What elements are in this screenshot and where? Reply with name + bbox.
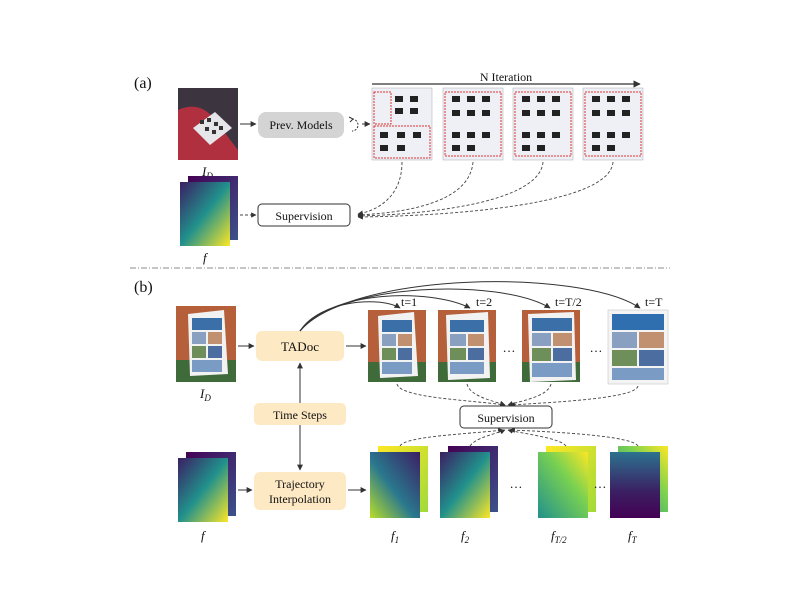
- flow-label-fT: fT: [628, 528, 638, 545]
- iteration-thumb-4: [582, 87, 644, 161]
- supervision-links-a: [357, 161, 614, 220]
- flow-label-b: f: [201, 528, 207, 543]
- timestep-output-4: [607, 309, 669, 385]
- ellipsis-flow-2: …: [594, 476, 607, 491]
- supervision-box-b: [459, 405, 553, 429]
- t-label-2: t=2: [476, 295, 492, 309]
- flow-label-f1: f1: [391, 528, 399, 545]
- ellipsis-out-2: …: [590, 340, 603, 355]
- t-label-4: t=T: [645, 295, 663, 309]
- ellipsis-out-1: …: [503, 340, 516, 355]
- iteration-thumb-2: [442, 87, 504, 161]
- flow-field-a: [180, 176, 238, 246]
- flow-f2: [440, 446, 498, 518]
- t-label-1: t=1: [401, 295, 417, 309]
- iteration-thumb-3: [512, 87, 574, 161]
- supervision-box-a: [257, 203, 351, 227]
- panel-a-tag: (a): [134, 75, 152, 92]
- prev-models-box: [258, 112, 344, 138]
- timestep-outputs: [368, 309, 669, 385]
- input-photo-a: [178, 88, 238, 160]
- flow-label-fT2: fT/2: [551, 528, 567, 545]
- time-steps-label: Time Steps: [273, 408, 327, 422]
- flow-f1: [370, 446, 428, 518]
- tadoc-box: [256, 331, 344, 361]
- flow-fT: [610, 446, 668, 518]
- iteration-thumb-1: [371, 87, 433, 161]
- trajectory-line1: Trajectory: [275, 477, 325, 491]
- timestep-output-3: [522, 310, 580, 382]
- interpolated-flows: [370, 446, 668, 518]
- flow-field-b: [178, 452, 236, 522]
- trajectory-interpolation-box: [254, 472, 346, 510]
- trajectory-line2: Interpolation: [269, 492, 331, 506]
- input-photo-b: [176, 306, 236, 382]
- ellipsis-flow-1: …: [510, 476, 523, 491]
- prev-models-label: Prev. Models: [269, 118, 333, 132]
- flow-label-f2: f2: [461, 528, 470, 545]
- supervision-label-b: Supervision: [477, 411, 534, 425]
- flow-fT2: [538, 446, 596, 518]
- supervision-links-b-top: [396, 383, 639, 408]
- iteration-thumbs: [371, 87, 644, 161]
- timestep-output-1: [368, 310, 426, 382]
- time-steps-box: [254, 403, 346, 425]
- input-label-b: ID: [199, 386, 211, 403]
- tadoc-label: TADoc: [281, 339, 319, 354]
- t-label-3: t=T/2: [555, 295, 582, 309]
- panel-b-tag: (b): [134, 279, 153, 296]
- refresh-loop-icon: [348, 116, 359, 132]
- iteration-label: N Iteration: [480, 70, 532, 84]
- timestep-arcs: [299, 281, 641, 332]
- supervision-links-b-bottom: [399, 427, 639, 447]
- timestep-output-2: [438, 310, 496, 382]
- flow-label-a: f: [203, 250, 209, 265]
- supervision-label-a: Supervision: [275, 209, 332, 223]
